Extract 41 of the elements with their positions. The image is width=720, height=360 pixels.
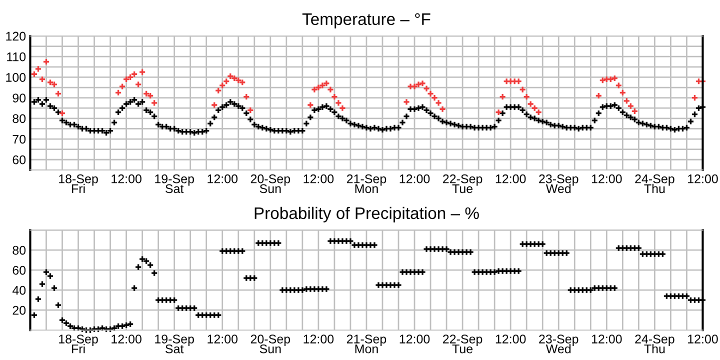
chart-title: Probability of Precipitation – % [254, 206, 479, 222]
x-tick-label: 12:00 [112, 174, 142, 184]
x-tick-label: 18-Sep Fri [59, 174, 98, 193]
y-tick-label: 20 [12, 306, 26, 315]
x-tick-label: 12:00 [208, 174, 238, 184]
x-tick-label: 12:00 [688, 174, 718, 184]
y-tick-label: 120 [6, 32, 26, 41]
y-tick-label: 80 [12, 114, 26, 124]
x-tick-label: 12:00 [112, 334, 142, 344]
y-tick-label: 40 [12, 286, 26, 295]
x-tick-label: 12:00 [592, 174, 622, 184]
x-tick-label: 23-Sep Wed [539, 334, 578, 354]
y-tick-label: 110 [7, 52, 26, 62]
x-tick-label: 20-Sep Sun [250, 174, 290, 194]
x-tick-label: 23-Sep Wed [539, 174, 578, 194]
x-tick-label: 22-Sep Tue [443, 334, 482, 354]
x-tick-label: 19-Sep Sat [155, 174, 194, 194]
y-tick-label: 70 [12, 134, 26, 144]
x-tick-label: 12:00 [400, 174, 430, 184]
x-tick-label: 12:00 [496, 174, 526, 184]
y-tick-label: 60 [12, 155, 26, 164]
chart-title: Temperature – °F [302, 13, 430, 28]
x-tick-label: 20-Sep Sun [250, 334, 290, 354]
x-tick-label: 12:00 [688, 334, 718, 344]
x-tick-label: 24-Sep Thu [635, 334, 674, 354]
x-tick-label: 18-Sep Fri [59, 334, 98, 354]
y-tick-label: 100 [6, 73, 26, 82]
x-tick-label: 22-Sep Tue [443, 174, 482, 194]
x-tick-label: 24-Sep Thu [635, 174, 674, 194]
x-tick-label: 21-Sep Mon [346, 334, 386, 354]
y-tick-label: 60 [12, 266, 26, 275]
x-tick-label: 12:00 [304, 174, 334, 184]
x-tick-label: 21-Sep Mon [346, 174, 386, 194]
y-tick-label: 80 [12, 246, 26, 255]
x-tick-label: 12:00 [592, 334, 622, 344]
x-tick-label: 12:00 [496, 334, 526, 344]
y-tick-label: 90 [12, 94, 26, 102]
x-tick-label: 12:00 [304, 334, 334, 344]
x-tick-label: 12:00 [208, 334, 238, 344]
x-tick-label: 12:00 [400, 334, 430, 344]
x-tick-label: 19-Sep Sat [155, 334, 194, 354]
